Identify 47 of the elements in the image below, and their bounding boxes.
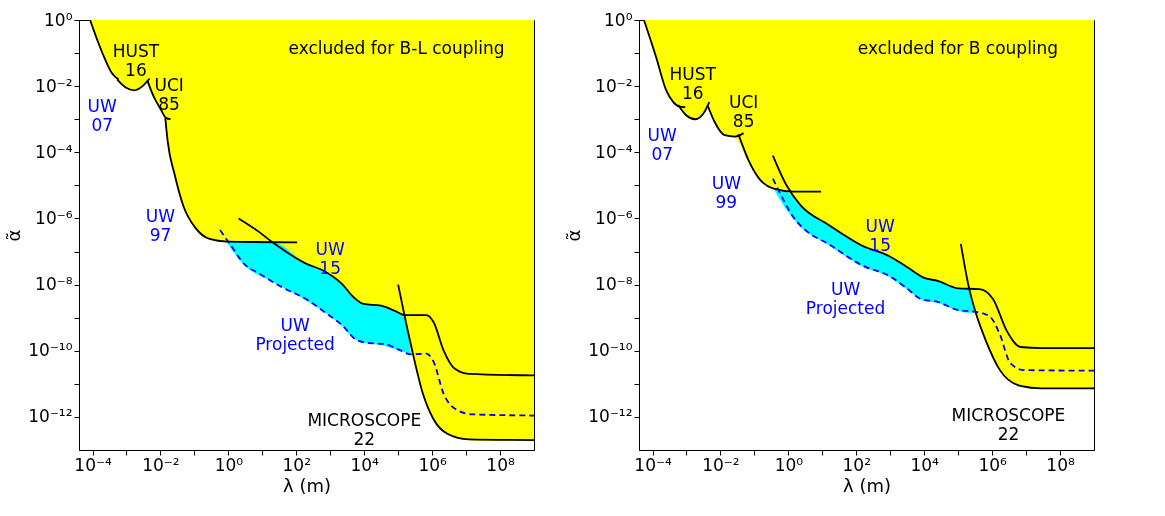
annotation: UW 07 [87, 96, 118, 136]
annotation: UW 99 [711, 172, 742, 212]
x-tick-label: 10⁸ [486, 454, 515, 475]
y-tick-label: 10⁻⁶ [35, 207, 73, 228]
annotation: UW Projected [255, 314, 335, 354]
y-tick-label: 10⁰ [604, 9, 633, 30]
y-tick-label: 10⁰ [44, 9, 73, 30]
y-tick-label: 10⁻¹⁰ [28, 340, 73, 361]
x-tick-label: 10⁻⁴ [74, 454, 112, 475]
y-tick-label: 10⁻¹² [588, 406, 633, 427]
x-tick-label: 10⁰ [774, 454, 804, 475]
y-tick-label: 10⁻⁴ [595, 141, 633, 162]
annotation: UW Projected [805, 279, 886, 319]
x-tick-label: 10⁸ [1046, 454, 1075, 475]
x-tick-label: 10⁰ [214, 454, 244, 475]
annotation: excluded for B-L coupling [288, 38, 505, 59]
x-tick-label: 10⁴ [910, 454, 940, 475]
y-tick-label: 10⁻¹⁰ [588, 340, 633, 361]
x-tick-label: 10⁶ [978, 454, 1008, 475]
x-tick-label: 10⁻² [142, 454, 180, 475]
annotation: HUST 16 [669, 64, 717, 104]
x-axis-title: λ (m) [843, 474, 891, 496]
x-tick-label: 10² [282, 454, 311, 475]
y-axis-title: α̃ [3, 229, 25, 242]
annotation: UW 07 [647, 124, 678, 164]
annotation: MICROSCOPE 22 [307, 410, 422, 450]
annotation: UW 15 [865, 216, 895, 256]
annotation: UW 15 [315, 239, 345, 279]
annotation: excluded for B coupling [857, 38, 1059, 59]
x-tick-label: 10² [842, 454, 871, 475]
x-tick-label: 10⁻² [702, 454, 740, 475]
y-axis-title: α̃ [563, 229, 585, 242]
y-tick-label: 10⁻² [35, 75, 73, 96]
y-tick-label: 10⁻⁸ [35, 274, 73, 295]
y-tick-label: 10⁻⁶ [595, 207, 633, 228]
x-tick-label: 10⁻⁴ [634, 454, 672, 475]
annotation: UW 97 [145, 205, 176, 245]
x-axis-title: λ (m) [283, 474, 331, 496]
y-tick-label: 10⁻² [595, 75, 633, 96]
x-tick-label: 10⁶ [418, 454, 448, 475]
x-tick-label: 10⁴ [350, 454, 380, 475]
annotation: UCI 85 [154, 75, 184, 115]
y-tick-label: 10⁻⁴ [35, 141, 73, 162]
annotation: MICROSCOPE 22 [951, 405, 1066, 445]
y-tick-label: 10⁻¹² [28, 406, 73, 427]
y-tick-label: 10⁻⁸ [595, 274, 633, 295]
annotation: UCI 85 [728, 91, 759, 131]
